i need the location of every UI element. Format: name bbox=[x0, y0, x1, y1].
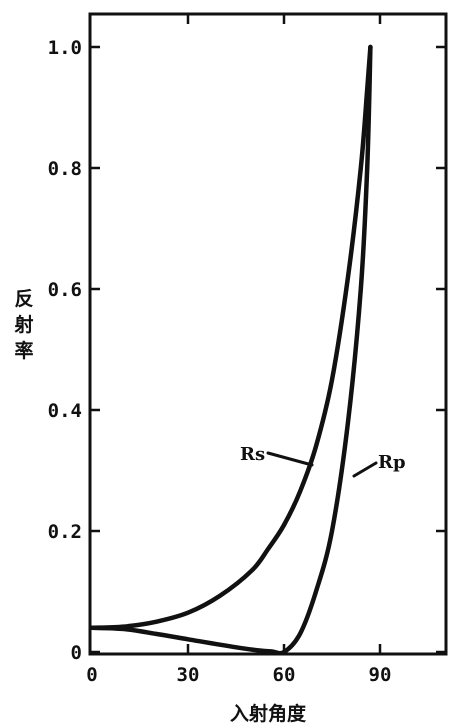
x-tick-label: 0 bbox=[86, 664, 97, 686]
y-tick-label: 0.6 bbox=[48, 279, 82, 301]
rp-leader bbox=[352, 461, 378, 478]
x-tick-label: 60 bbox=[273, 664, 296, 686]
curves bbox=[89, 44, 373, 656]
label-leaders bbox=[266, 451, 378, 478]
y-axis-label: 反射率 bbox=[13, 288, 33, 362]
rs-leader bbox=[266, 451, 314, 467]
y-axis-ticks: 0 0.2 0.4 0.6 0.8 1.0 bbox=[48, 37, 446, 664]
y-tick-label: 0.2 bbox=[48, 521, 82, 543]
series-line-rs bbox=[89, 44, 373, 631]
y-tick-label: 0 bbox=[71, 642, 82, 664]
series-label-rs: Rs bbox=[240, 444, 265, 465]
x-axis-ticks: 0 30 60 90 bbox=[86, 14, 391, 686]
x-tick-label: 90 bbox=[369, 664, 392, 686]
y-tick-label: 0.8 bbox=[48, 158, 82, 180]
y-tick-label: 1.0 bbox=[48, 37, 82, 59]
y-tick-label: 0.4 bbox=[48, 400, 82, 422]
x-tick-label: 30 bbox=[177, 664, 200, 686]
series-line-rp bbox=[89, 44, 373, 656]
series-label-rp: Rp bbox=[378, 452, 406, 473]
y-axis-label-char: 率 bbox=[14, 339, 33, 362]
plot-frame bbox=[88, 12, 448, 656]
x-axis-label: 入射角度 bbox=[230, 702, 307, 725]
y-axis-label-char: 反 bbox=[14, 288, 33, 310]
y-axis-label-char: 射 bbox=[13, 313, 33, 336]
series-labels: Rs Rp bbox=[240, 444, 406, 473]
